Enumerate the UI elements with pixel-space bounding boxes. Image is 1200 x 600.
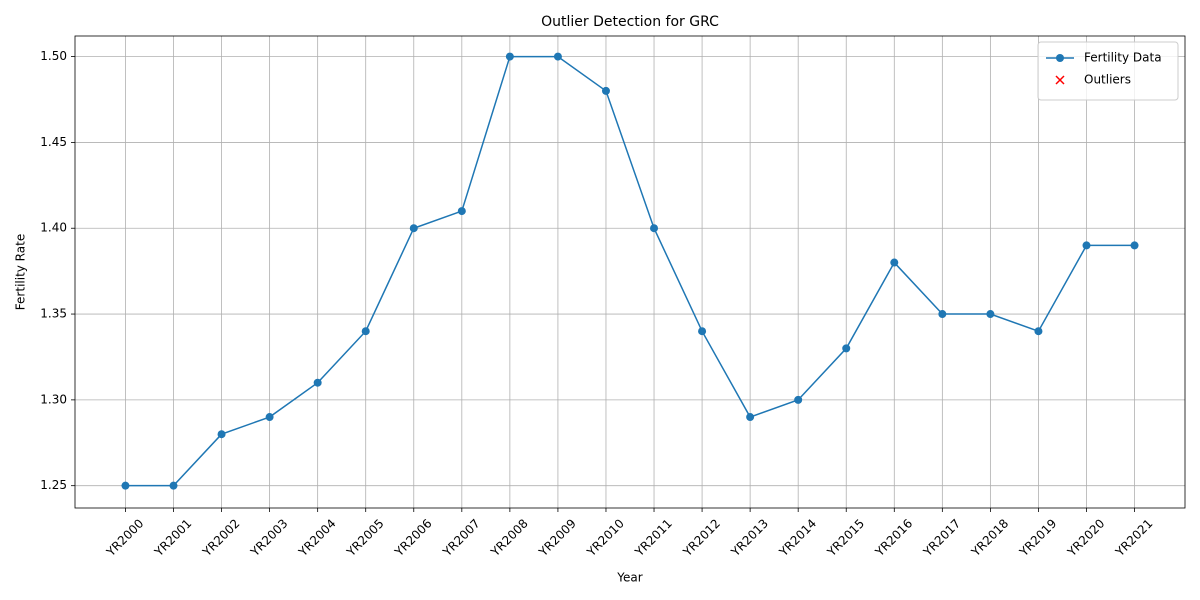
x-tick-label: YR2002 xyxy=(199,516,242,559)
x-axis-label: Year xyxy=(616,571,642,585)
legend-marker xyxy=(1056,54,1064,62)
marker xyxy=(457,207,466,216)
legend-box xyxy=(1037,41,1179,101)
marker xyxy=(1034,327,1043,336)
x-tick-label: YR2020 xyxy=(1064,516,1107,559)
marker xyxy=(601,86,610,95)
marker xyxy=(650,224,659,233)
legend-marker xyxy=(1055,75,1065,85)
legend-label: Fertility Data xyxy=(1084,51,1162,65)
y-tick-label: 1.50 xyxy=(40,49,67,63)
y-tick-label: 1.25 xyxy=(40,478,67,492)
marker xyxy=(169,481,178,490)
x-tick-label: YR2019 xyxy=(1016,516,1059,559)
chart-title: Outlier Detection for GRC xyxy=(541,14,719,30)
marker xyxy=(794,395,803,404)
x-tick-label: YR2015 xyxy=(824,516,867,559)
x-tick-label: YR2009 xyxy=(536,516,579,559)
marker xyxy=(746,413,755,422)
marker xyxy=(361,327,370,336)
x-tick-label: YR2006 xyxy=(391,516,434,559)
x-tick-label: YR2013 xyxy=(728,516,771,559)
marker xyxy=(938,310,947,319)
x-tick-label: YR2007 xyxy=(439,516,482,559)
y-tick-label: 1.45 xyxy=(40,135,67,149)
y-tick-label: 1.30 xyxy=(40,392,67,406)
legend-label: Outliers xyxy=(1084,73,1131,87)
marker xyxy=(505,52,514,61)
x-tick-label: YR2005 xyxy=(343,516,386,559)
x-tick-label: YR2012 xyxy=(680,516,723,559)
x-tick-label: YR2017 xyxy=(920,516,963,559)
x-tick-label: YR2011 xyxy=(632,516,675,559)
marker xyxy=(842,344,851,353)
x-tick-label: YR2016 xyxy=(872,516,915,559)
x-tick-label: YR2010 xyxy=(584,516,627,559)
y-axis-label: Fertility Rate xyxy=(14,234,28,310)
marker xyxy=(698,327,707,336)
x-tick-label: YR2003 xyxy=(247,516,290,559)
marker xyxy=(1130,241,1139,250)
marker xyxy=(553,52,562,61)
marker xyxy=(121,481,130,490)
x-tick-label: YR2000 xyxy=(103,516,146,559)
marker xyxy=(313,378,322,387)
marker xyxy=(217,430,226,439)
line xyxy=(125,55,1135,487)
marker xyxy=(409,224,418,233)
plot-frame xyxy=(74,35,1186,509)
marker xyxy=(1082,241,1091,250)
x-tick-label: YR2001 xyxy=(151,516,194,559)
x-tick-label: YR2004 xyxy=(295,516,338,559)
x-tick-label: YR2014 xyxy=(776,516,819,559)
marker xyxy=(986,310,995,319)
y-tick-label: 1.35 xyxy=(40,307,67,321)
marker xyxy=(890,258,899,267)
x-tick-label: YR2018 xyxy=(968,516,1011,559)
marker xyxy=(265,413,274,422)
x-tick-label: YR2021 xyxy=(1112,516,1155,559)
y-tick-label: 1.40 xyxy=(40,221,67,235)
x-tick-label: YR2008 xyxy=(488,516,531,559)
